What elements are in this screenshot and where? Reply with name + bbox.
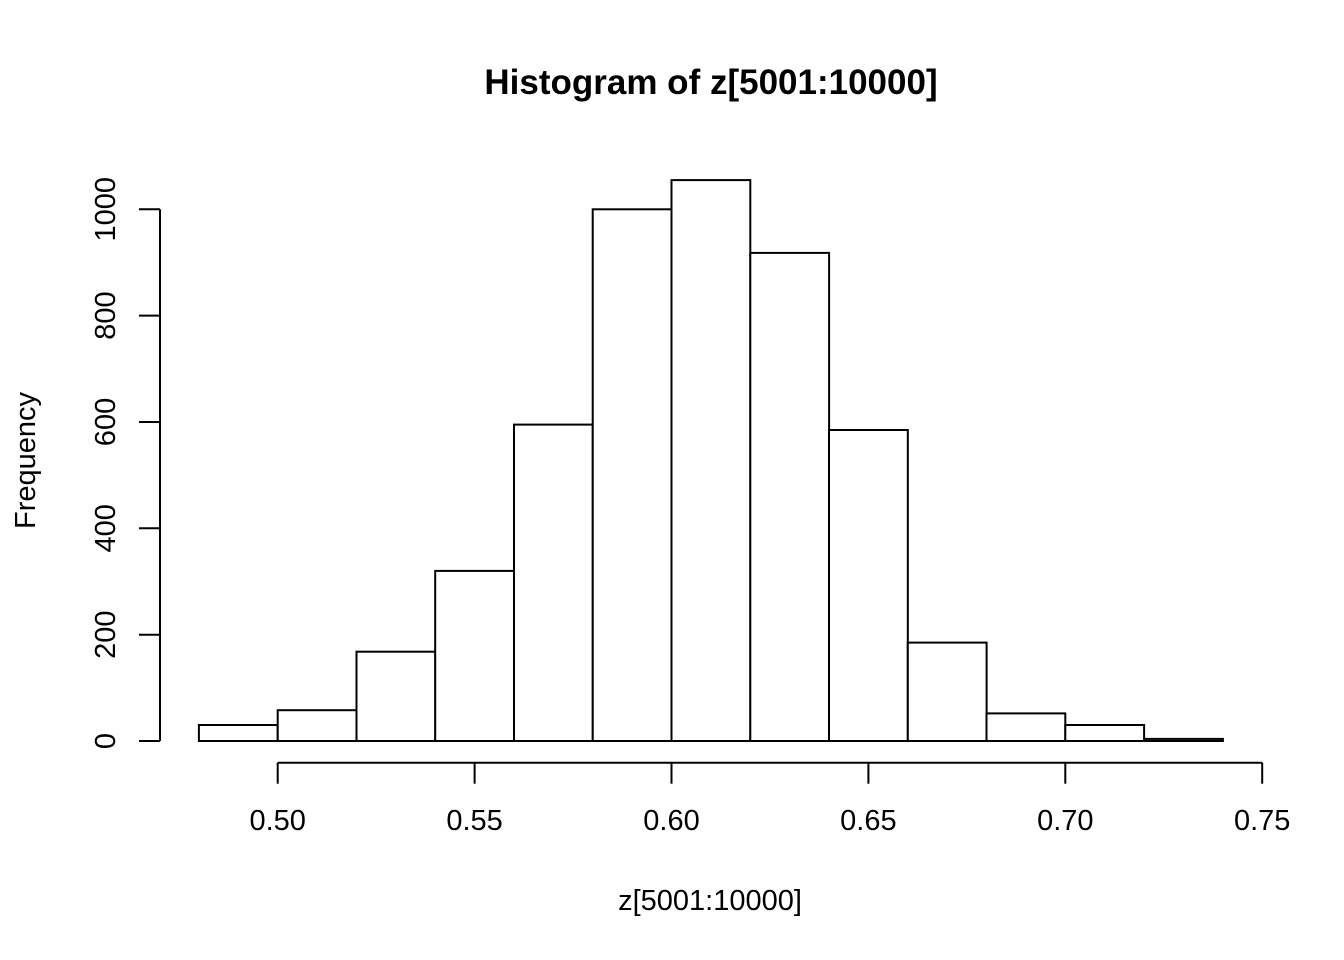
x-axis: 0.50 0.55 0.60 0.65 0.70 0.75 bbox=[249, 761, 1290, 837]
histogram-bar bbox=[985, 712, 1067, 743]
y-axis-tick-label: 800 bbox=[90, 291, 122, 339]
histogram-bar bbox=[670, 179, 752, 743]
y-axis: 0 200 400 600 800 1000 bbox=[90, 177, 161, 749]
x-axis-tick-label: 0.70 bbox=[1037, 805, 1093, 837]
histogram-bar bbox=[749, 251, 831, 742]
histogram-bar bbox=[591, 208, 673, 743]
histogram-bar bbox=[1064, 724, 1146, 742]
histogram-bar bbox=[434, 569, 516, 743]
histogram-bar bbox=[1143, 737, 1224, 743]
y-axis-label: Frequency bbox=[10, 391, 42, 529]
y-axis-tick-label: 0 bbox=[90, 733, 122, 749]
x-axis-tick-label: 0.75 bbox=[1234, 805, 1290, 837]
y-axis-tick-label: 200 bbox=[90, 611, 122, 659]
histogram-bar bbox=[513, 423, 594, 742]
histogram-bar bbox=[197, 724, 279, 742]
histogram-bar bbox=[276, 709, 358, 743]
histogram-bar bbox=[906, 641, 988, 742]
x-axis-tick-label: 0.50 bbox=[249, 805, 305, 837]
x-axis-tick-label: 0.55 bbox=[446, 805, 502, 837]
y-axis-tick-label: 1000 bbox=[90, 177, 122, 242]
x-axis-tick-label: 0.60 bbox=[643, 805, 699, 837]
histogram-bars-group bbox=[197, 179, 1224, 743]
x-axis-label: z[5001:10000] bbox=[618, 885, 802, 917]
y-axis-tick-label: 400 bbox=[90, 504, 122, 552]
histogram-bar bbox=[355, 650, 437, 743]
histogram-bar bbox=[828, 429, 909, 742]
chart-title: Histogram of z[5001:10000] bbox=[484, 63, 937, 102]
x-axis-tick-label: 0.65 bbox=[840, 805, 896, 837]
y-axis-tick-label: 600 bbox=[90, 398, 122, 446]
